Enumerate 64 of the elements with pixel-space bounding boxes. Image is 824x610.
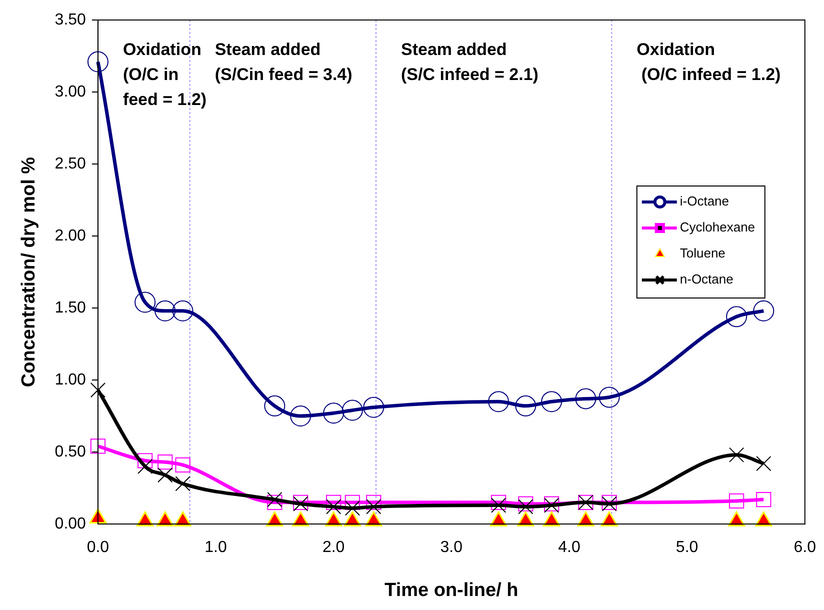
point: [541, 391, 562, 412]
point: [342, 400, 363, 421]
point: [175, 476, 190, 492]
x-tick-label: 0.0: [86, 539, 110, 556]
point: [90, 438, 106, 454]
legend-label: Toluene: [680, 246, 726, 261]
point: [264, 395, 286, 416]
point: [488, 391, 510, 412]
point: [344, 500, 360, 516]
point: [134, 292, 156, 313]
x-tick-label: 1.0: [204, 539, 227, 556]
point: [756, 492, 772, 508]
x-tick-label: 4.0: [558, 539, 580, 556]
point: [158, 454, 173, 470]
point: [323, 402, 344, 424]
point: [518, 496, 534, 512]
point: [726, 306, 748, 328]
point: [267, 492, 282, 508]
legend-label: n-Octane: [680, 272, 734, 287]
point: [90, 382, 106, 398]
x-axis-title: Time on-line/ h: [384, 580, 518, 601]
y-tick-label: 0.00: [54, 515, 86, 532]
point: [138, 453, 153, 468]
point: [175, 457, 190, 473]
point: [756, 456, 772, 472]
point: [326, 494, 342, 510]
point: [326, 499, 342, 514]
y-tick-label: 0.50: [54, 443, 86, 460]
point: [598, 386, 620, 408]
annotation: Steam added (S/Cin feed = 3.4): [214, 40, 352, 84]
point: [490, 498, 506, 513]
point: [363, 396, 384, 418]
point: [518, 499, 534, 514]
legend-label: i-Octane: [680, 194, 730, 209]
y-tick-label: 2.50: [54, 155, 86, 172]
x-tick-label: 5.0: [676, 539, 698, 556]
point: [158, 467, 173, 483]
x-tick-label: 3.0: [440, 539, 463, 556]
annotation: Oxidation (O/C in feed = 1.2): [122, 40, 207, 110]
point: [366, 499, 382, 514]
y-tick-label: 3.00: [54, 83, 86, 100]
point: [575, 388, 596, 410]
annotation: Oxidation (O/C infeed = 1.2): [636, 40, 781, 84]
point: [728, 493, 744, 509]
point: [87, 51, 108, 72]
y-tick-label: 2.00: [54, 227, 86, 244]
point: [490, 494, 506, 510]
x-tick-label: 6.0: [794, 539, 816, 556]
point: [154, 300, 176, 322]
point: [138, 458, 153, 474]
x-tick-label: 2.0: [322, 539, 345, 556]
annotation: Steam added (S/C infeed = 2.1): [401, 40, 538, 84]
y-tick-label: 1.50: [54, 299, 86, 316]
point: [753, 300, 774, 322]
legend-label: Cyclohexane: [680, 220, 756, 235]
point: [515, 395, 536, 416]
point: [366, 494, 382, 510]
y-tick-label: 1.00: [54, 371, 86, 388]
point: [290, 406, 312, 426]
y-tick-label: 3.50: [54, 11, 86, 28]
point: [728, 447, 744, 462]
y-axis-title: Concentration/ dry mol %: [18, 156, 40, 388]
point: [267, 494, 282, 510]
point: [172, 300, 194, 322]
